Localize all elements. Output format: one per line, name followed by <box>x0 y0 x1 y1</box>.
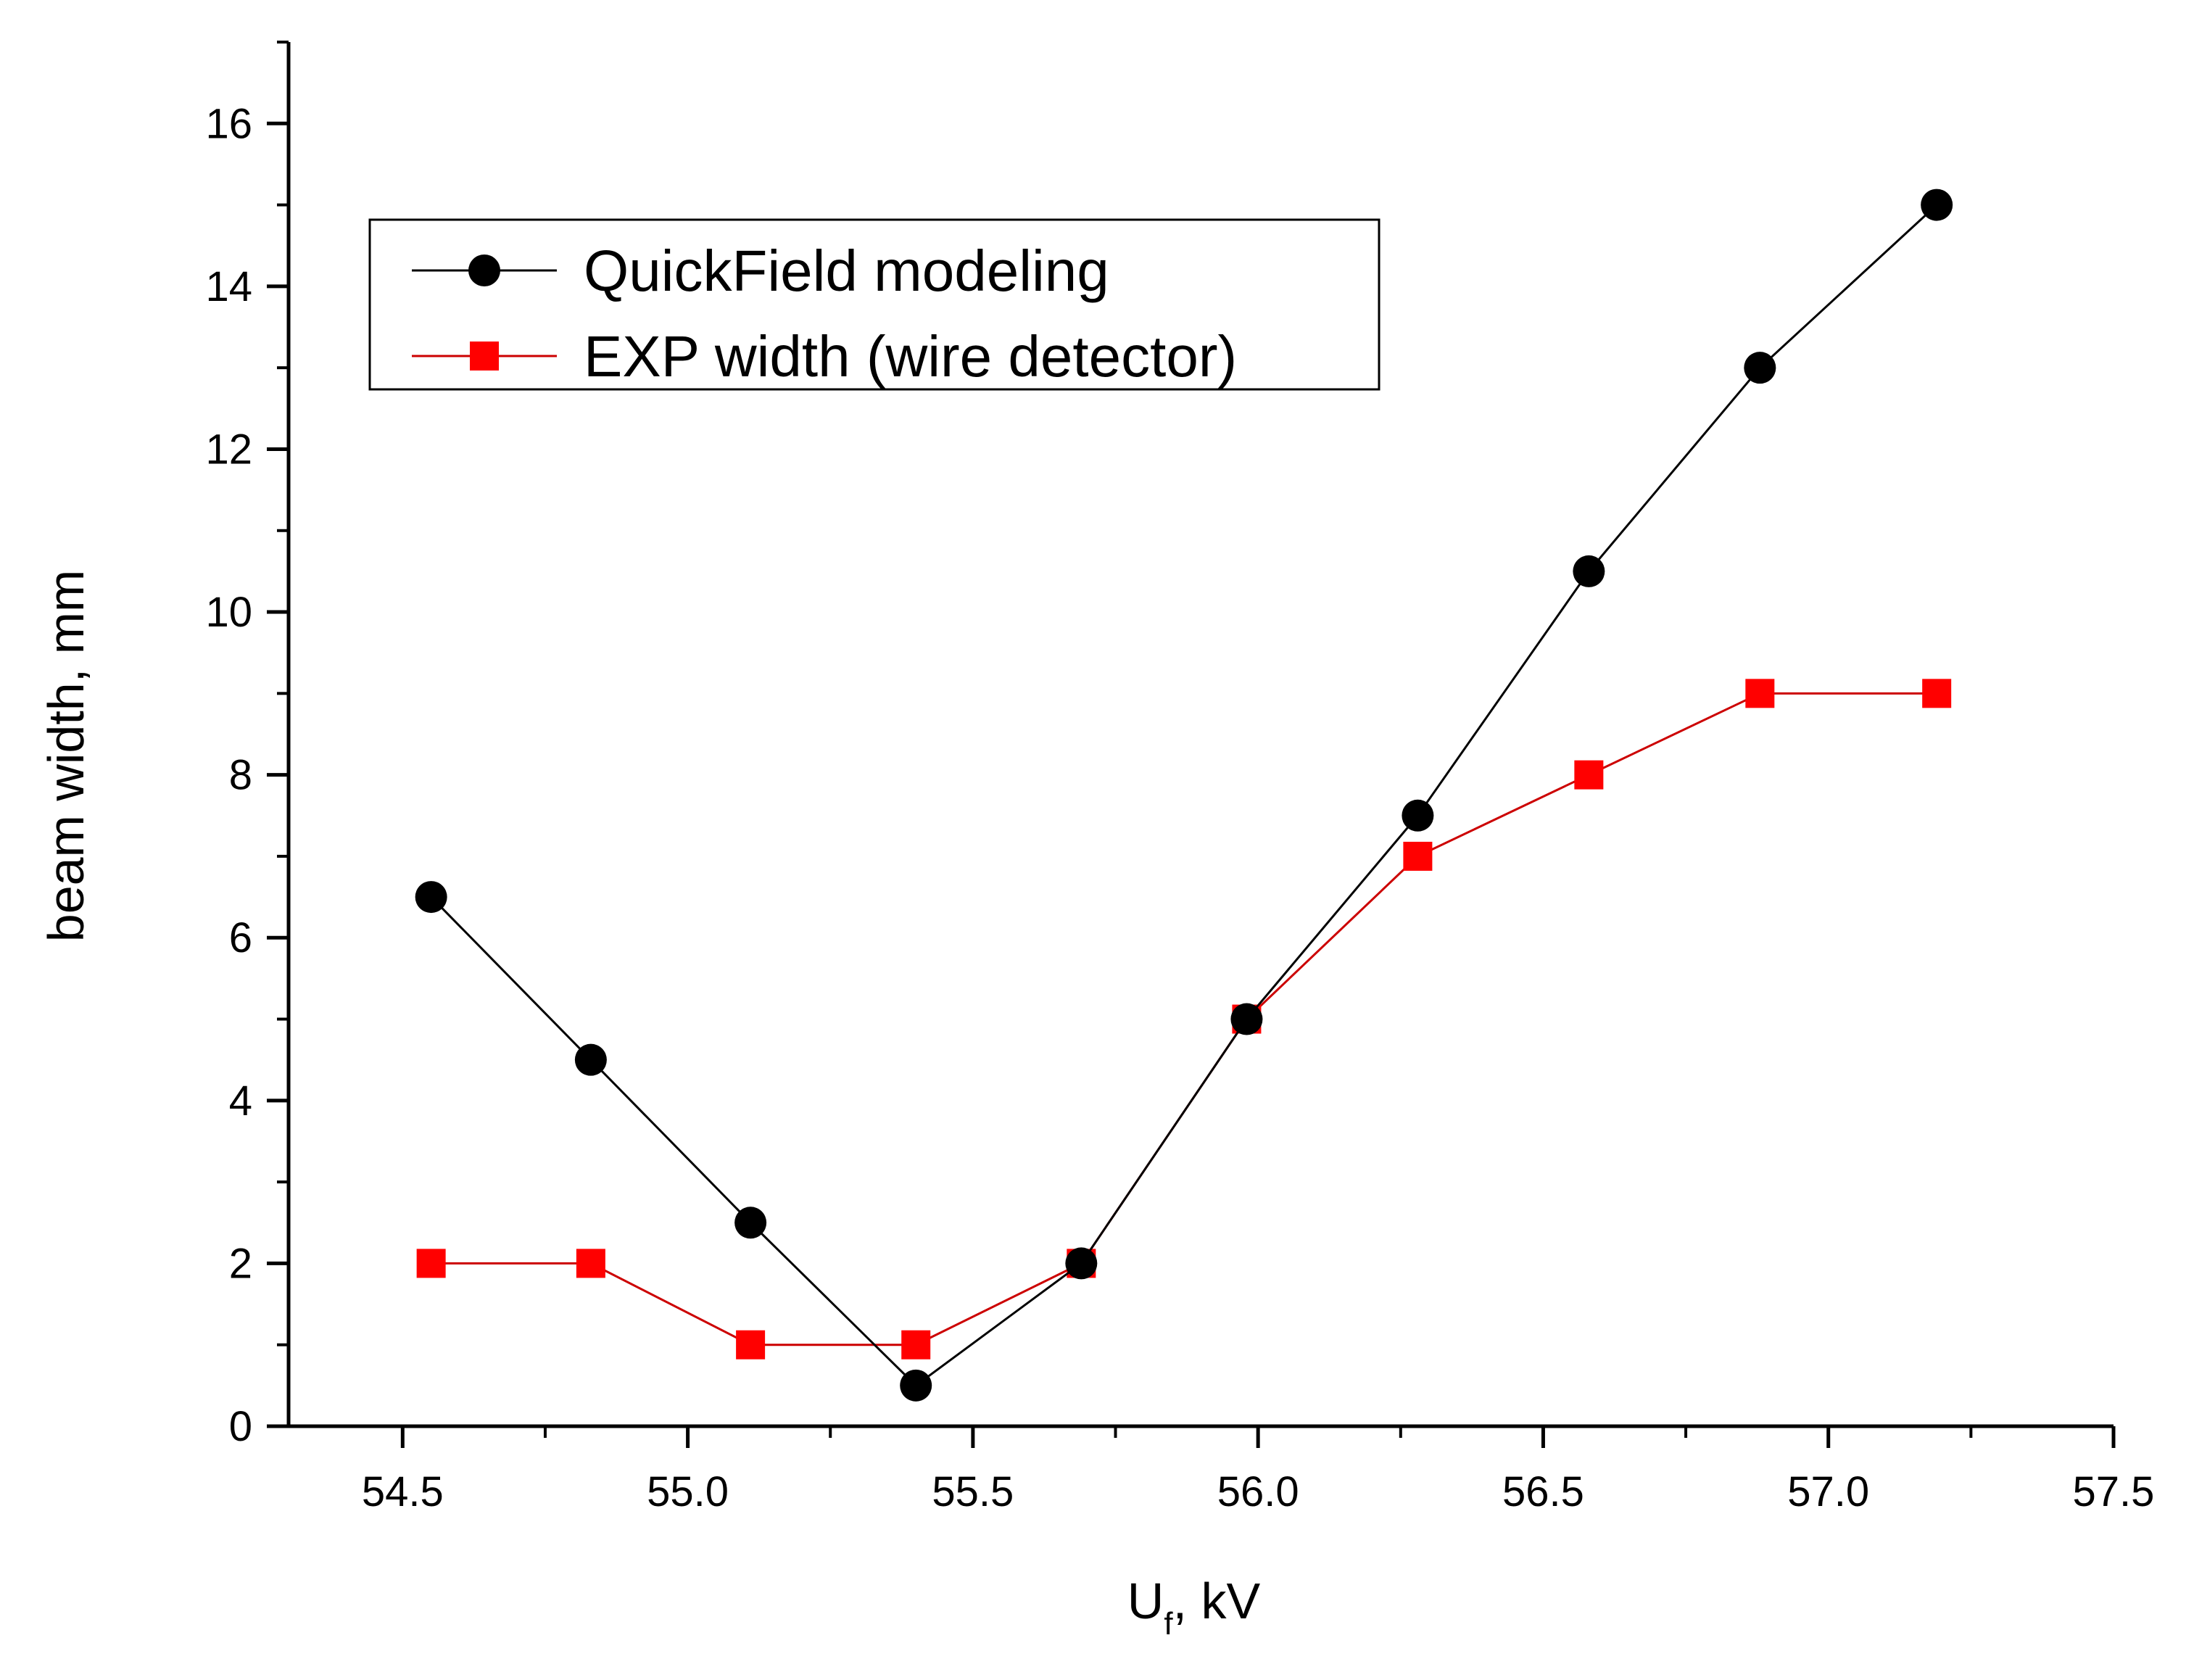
x-tick-label: 56.0 <box>1217 1468 1299 1515</box>
data-point-quickfield <box>415 881 447 914</box>
data-point-exp <box>576 1249 605 1278</box>
data-point-quickfield <box>1230 1003 1263 1035</box>
data-point-exp <box>736 1330 766 1360</box>
data-point-quickfield <box>734 1207 767 1239</box>
y-tick-label: 14 <box>205 263 252 310</box>
data-point-quickfield <box>1573 555 1605 587</box>
y-tick-label: 0 <box>229 1403 252 1450</box>
x-tick-label: 54.5 <box>362 1468 444 1515</box>
y-tick-label: 2 <box>229 1240 252 1287</box>
data-point-exp <box>901 1330 931 1360</box>
axes: 0 2 4 6 8 10 12 14 16 54.5 55.0 55.5 56.0 56.5 57.0 57.… <box>38 41 2155 1642</box>
y-tick-label: 16 <box>205 100 252 147</box>
data-point-quickfield <box>574 1043 607 1076</box>
x-tick-label: 55.0 <box>647 1468 729 1515</box>
series-line-exp <box>431 692 1937 1346</box>
data-point-exp <box>416 1249 446 1278</box>
y-tick-label: 10 <box>205 589 252 636</box>
data-point-exp <box>1745 679 1775 708</box>
y-tick-label: 12 <box>205 426 252 473</box>
legend: QuickField modeling EXP width (wire detec… <box>368 218 1380 391</box>
y-tick-label: 4 <box>229 1077 252 1125</box>
data-point-quickfield <box>1065 1247 1098 1280</box>
x-axis-title: Uf, kV <box>1127 1573 1261 1642</box>
legend-label-quickfield: QuickField modeling <box>584 239 1109 303</box>
y-axis-title: beam width, mm <box>38 570 94 942</box>
data-point-exp <box>1403 841 1433 871</box>
data-point-quickfield <box>1921 189 1953 221</box>
x-tick-label: 55.5 <box>932 1468 1014 1515</box>
data-point-exp <box>1922 679 1952 708</box>
data-point-exp <box>1574 760 1604 790</box>
data-point-quickfield <box>900 1369 932 1402</box>
legend-box <box>368 218 1380 391</box>
data-point-quickfield <box>1402 799 1434 832</box>
x-tick-label: 57.0 <box>1787 1468 1869 1515</box>
series-line-quickfield <box>430 204 1938 1387</box>
legend-label-exp: EXP width (wire detector) <box>584 324 1237 389</box>
series-layer <box>415 189 1953 1402</box>
y-tick-label: 8 <box>229 752 252 799</box>
legend-marker-quickfield <box>468 255 500 286</box>
x-tick-label: 56.5 <box>1502 1468 1584 1515</box>
x-tick-label: 57.5 <box>2073 1468 2155 1515</box>
legend-marker-exp <box>470 342 499 371</box>
data-point-quickfield <box>1744 352 1776 384</box>
y-tick-label: 6 <box>229 914 252 961</box>
